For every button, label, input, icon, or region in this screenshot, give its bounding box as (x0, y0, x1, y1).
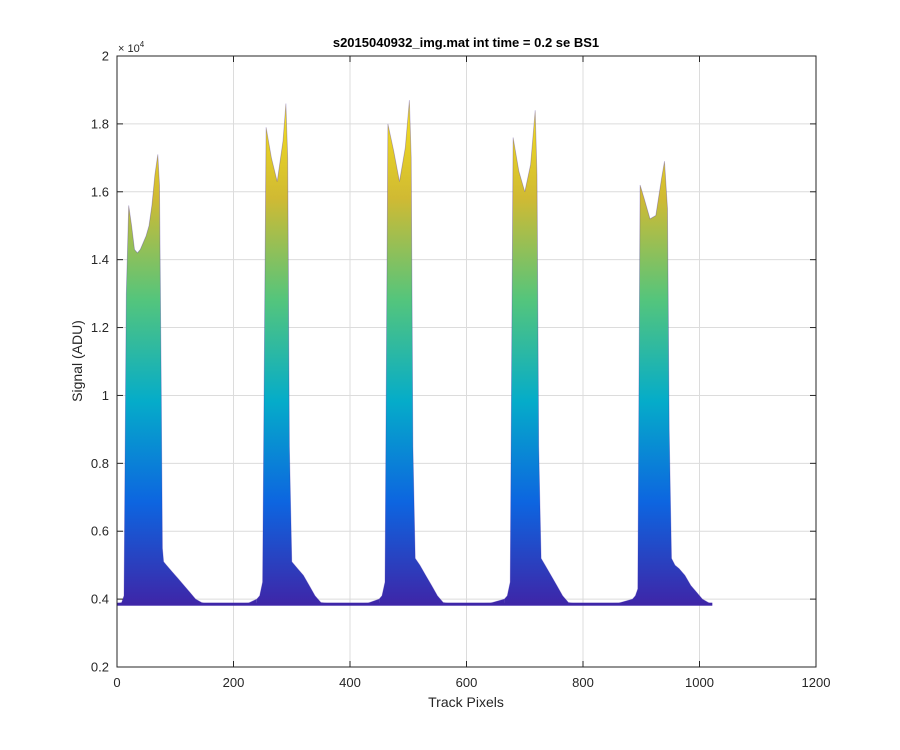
chart-title: s2015040932_img.mat int time = 0.2 se BS… (333, 35, 599, 50)
y-tick-label: 1.6 (91, 184, 109, 199)
y-tick-label: 1.2 (91, 320, 109, 335)
y-tick-label: 2 (102, 49, 109, 64)
y-tick-label: 1.4 (91, 252, 109, 267)
signal-peak-2 (256, 103, 380, 605)
y-axis-title: Signal (ADU) (69, 320, 85, 402)
y-exponent-base: × 10 (118, 43, 140, 55)
y-exponent-power: 4 (140, 40, 145, 49)
signal-outline-1 (116, 154, 257, 605)
x-tick-label: 400 (339, 675, 361, 690)
x-tick-label: 0 (113, 675, 120, 690)
ticks: 0 200 400 600 800 1000 1200 0.2 0.4 0.6 0.8 1 1.2 1.4… (91, 49, 831, 691)
y-tick-label: 0.2 (91, 660, 109, 675)
signal-peak-5 (632, 161, 713, 605)
series-layer (116, 100, 713, 606)
x-tick-label: 600 (456, 675, 478, 690)
y-tick-label: 1 (102, 388, 109, 403)
y-tick-label: 0.8 (91, 456, 109, 471)
x-axis-title: Track Pixels (428, 694, 504, 710)
y-tick-label: 0.4 (91, 592, 109, 607)
y-tick-label: 1.8 (91, 116, 109, 131)
signal-peak-3 (379, 100, 505, 605)
signal-outline-5 (632, 161, 713, 605)
baseline-band (117, 602, 713, 606)
x-tick-label: 200 (223, 675, 245, 690)
x-tick-label: 1200 (802, 675, 831, 690)
x-tick-label: 1000 (685, 675, 714, 690)
signal-peak-4 (504, 110, 633, 605)
y-exponent-label: × 104 (118, 40, 145, 55)
signal-peak-1 (117, 154, 257, 605)
y-tick-label: 0.6 (91, 524, 109, 539)
x-tick-label: 800 (572, 675, 594, 690)
